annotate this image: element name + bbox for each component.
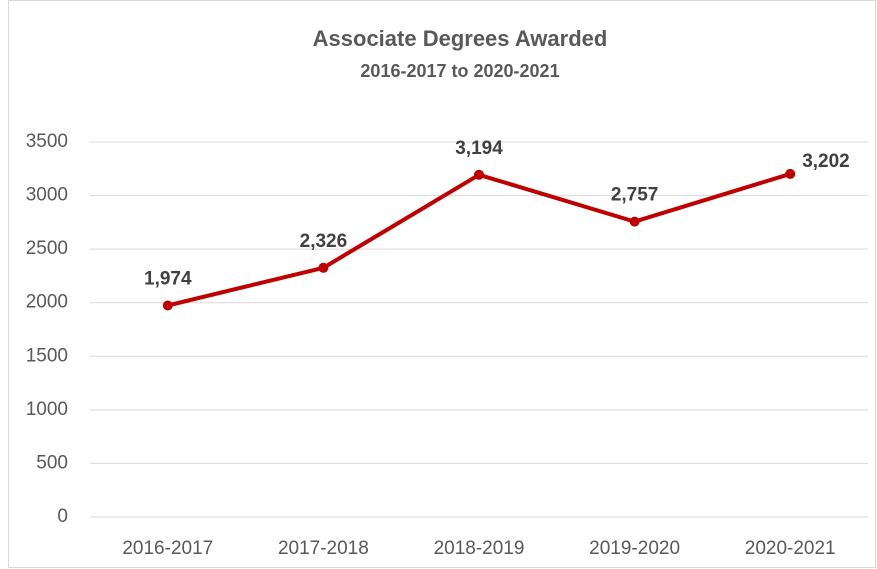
data-label: 2,757 [611,185,659,206]
y-tick-label: 1500 [26,345,68,366]
chart-subtitle: 2016-2017 to 2020-2021 [360,61,559,81]
y-tick-label: 0 [57,506,68,527]
chart-border [8,0,876,568]
y-tick-label: 2000 [26,292,68,313]
chart-title: Associate Degrees Awarded [313,26,608,51]
y-tick-label: 3000 [26,185,68,206]
point [162,300,173,311]
data-label: 2,326 [300,231,348,252]
data-label: 1,974 [144,269,192,290]
point [785,168,796,179]
data-label: 3,202 [802,151,850,172]
x-tick-label: 2018-2019 [434,538,525,559]
y-tick-label: 2500 [26,238,68,259]
data-label: 3,194 [455,138,503,159]
point [318,262,329,273]
y-tick-label: 500 [36,452,68,473]
x-tick-label: 2020-2021 [745,538,836,559]
x-tick-label: 2019-2020 [589,538,680,559]
y-tick-label: 3500 [26,131,68,152]
x-tick-label: 2017-2018 [278,538,369,559]
x-tick-label: 2016-2017 [122,538,213,559]
point [629,216,640,227]
point [474,169,484,180]
y-tick-label: 1000 [26,399,68,420]
